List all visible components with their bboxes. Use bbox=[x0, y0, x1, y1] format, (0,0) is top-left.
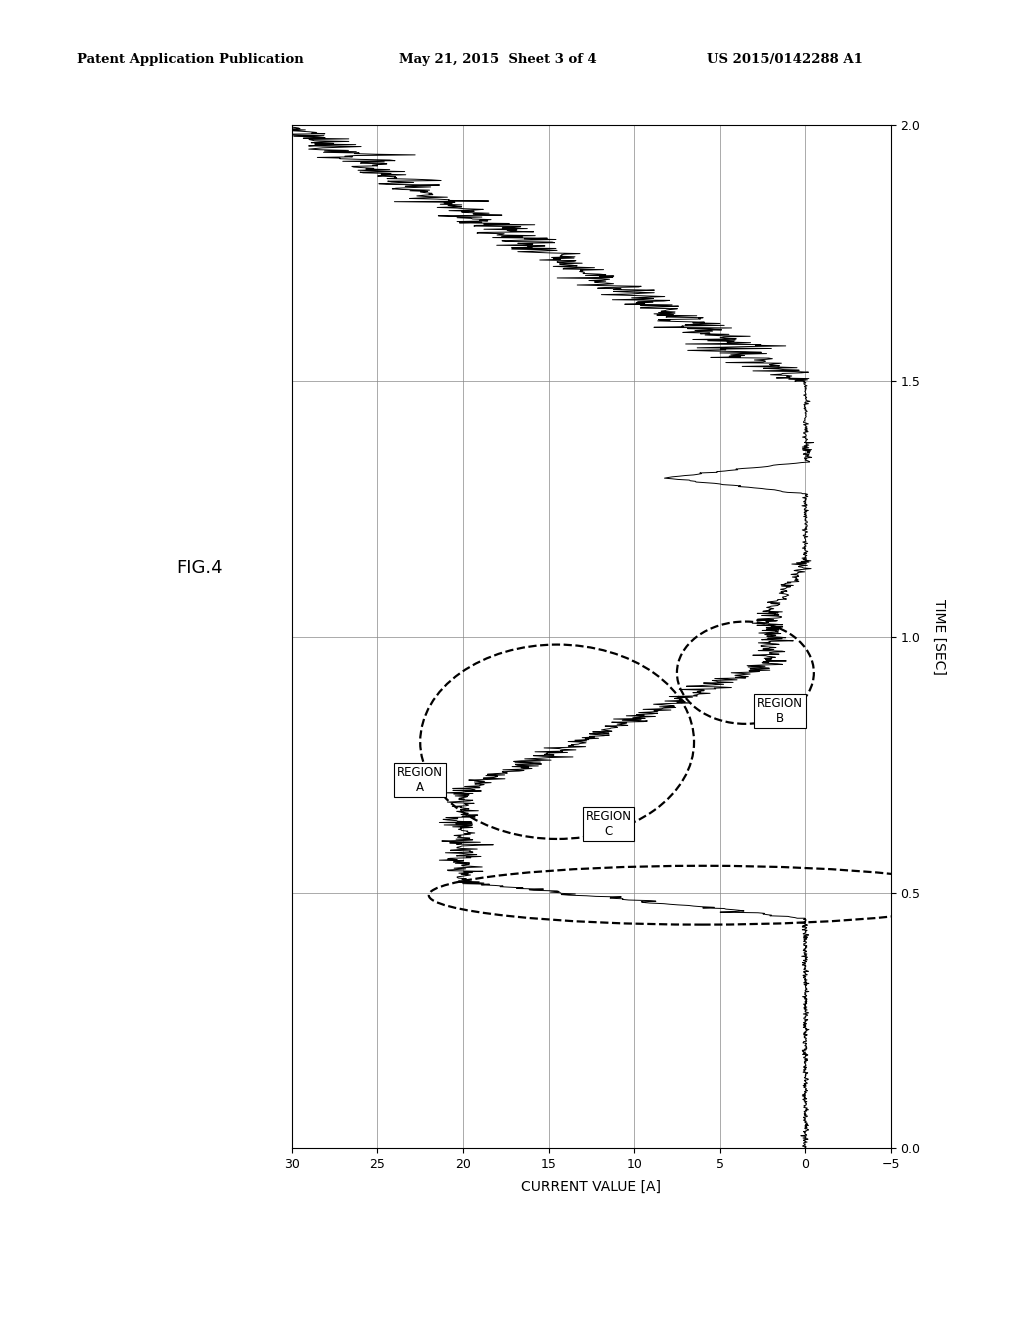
Text: FIG.4: FIG.4 bbox=[176, 558, 223, 577]
Text: US 2015/0142288 A1: US 2015/0142288 A1 bbox=[707, 53, 862, 66]
Text: Patent Application Publication: Patent Application Publication bbox=[77, 53, 303, 66]
Text: May 21, 2015  Sheet 3 of 4: May 21, 2015 Sheet 3 of 4 bbox=[399, 53, 597, 66]
Y-axis label: TIME [SEC]: TIME [SEC] bbox=[932, 599, 946, 675]
Text: REGION
C: REGION C bbox=[586, 809, 632, 838]
X-axis label: CURRENT VALUE [A]: CURRENT VALUE [A] bbox=[521, 1180, 662, 1193]
Text: REGION
A: REGION A bbox=[397, 766, 443, 795]
Text: REGION
B: REGION B bbox=[757, 697, 803, 725]
